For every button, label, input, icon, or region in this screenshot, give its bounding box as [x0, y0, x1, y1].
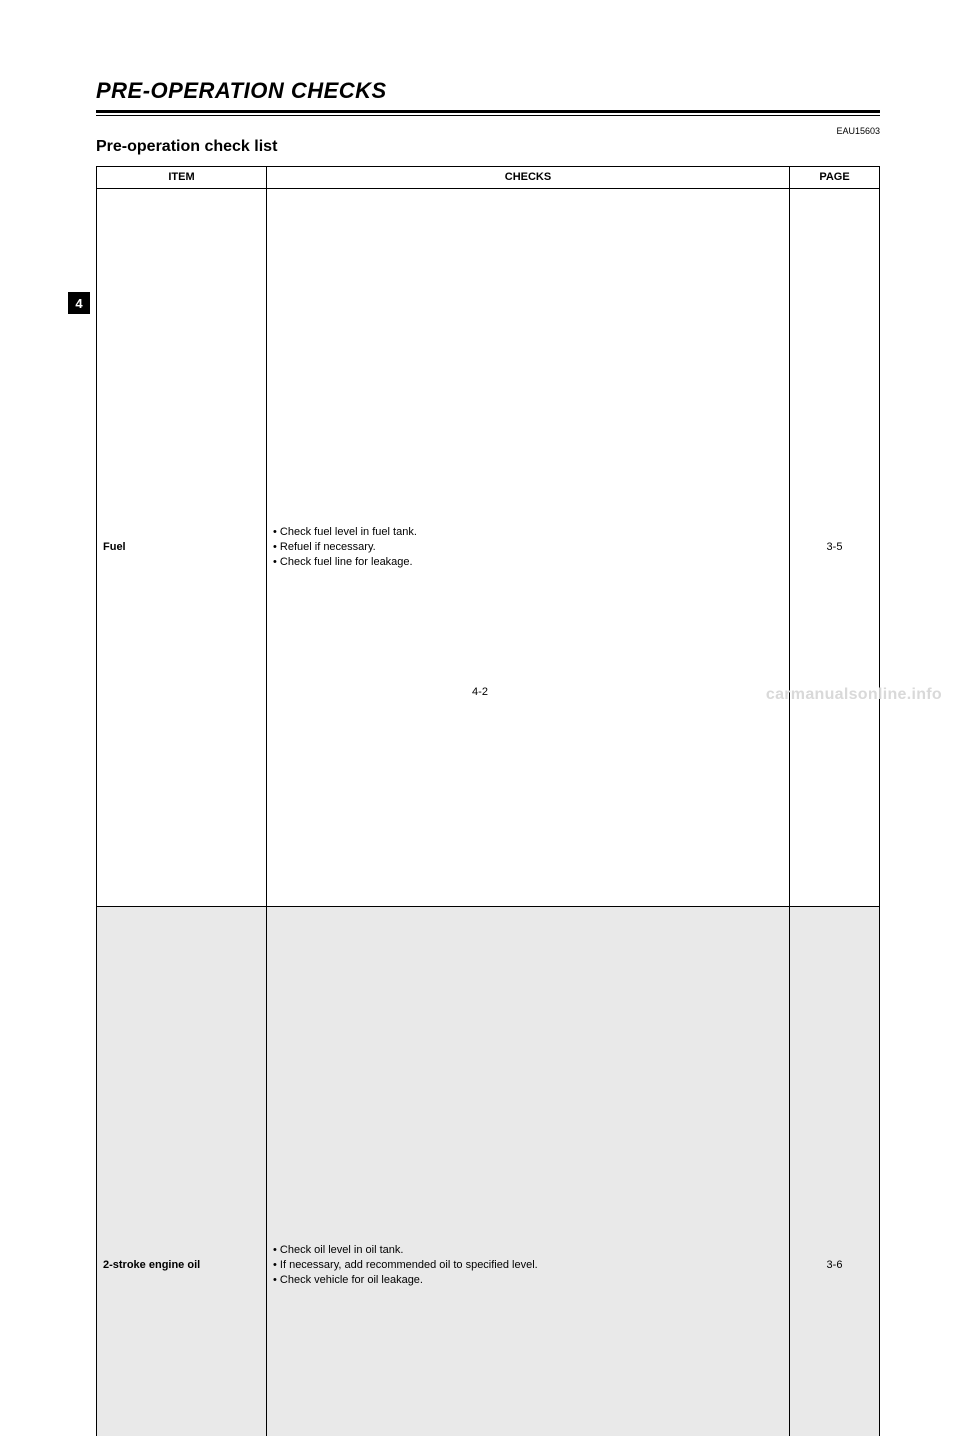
cell-item: Fuel — [97, 188, 267, 906]
watermark: carmanualsonline.info — [766, 686, 942, 704]
check-list-table: ITEM CHECKS PAGE Fuel• Check fuel level … — [96, 166, 880, 1436]
chapter-tab: 4 — [68, 292, 90, 314]
table-row: 2-stroke engine oil• Check oil level in … — [97, 906, 880, 1436]
table-row: Fuel• Check fuel level in fuel tank.• Re… — [97, 188, 880, 906]
cell-page: 3-5 — [790, 188, 880, 906]
cell-page: 3-6 — [790, 906, 880, 1436]
cell-checks: • Check oil level in oil tank.• If neces… — [267, 906, 790, 1436]
page-title: Pre-operation check list — [96, 138, 880, 156]
header-rule-thick — [96, 110, 880, 113]
header-rule-thin — [96, 115, 880, 116]
cell-item: 2-stroke engine oil — [97, 906, 267, 1436]
col-header-page: PAGE — [790, 167, 880, 189]
cell-checks: • Check fuel level in fuel tank.• Refuel… — [267, 188, 790, 906]
section-header: PRE-OPERATION CHECKS — [96, 78, 880, 104]
document-code: EAU15603 — [96, 126, 880, 136]
col-header-item: ITEM — [97, 167, 267, 189]
manual-page: PRE-OPERATION CHECKS EAU15603 Pre-operat… — [0, 0, 960, 718]
table-header-row: ITEM CHECKS PAGE — [97, 167, 880, 189]
col-header-checks: CHECKS — [267, 167, 790, 189]
